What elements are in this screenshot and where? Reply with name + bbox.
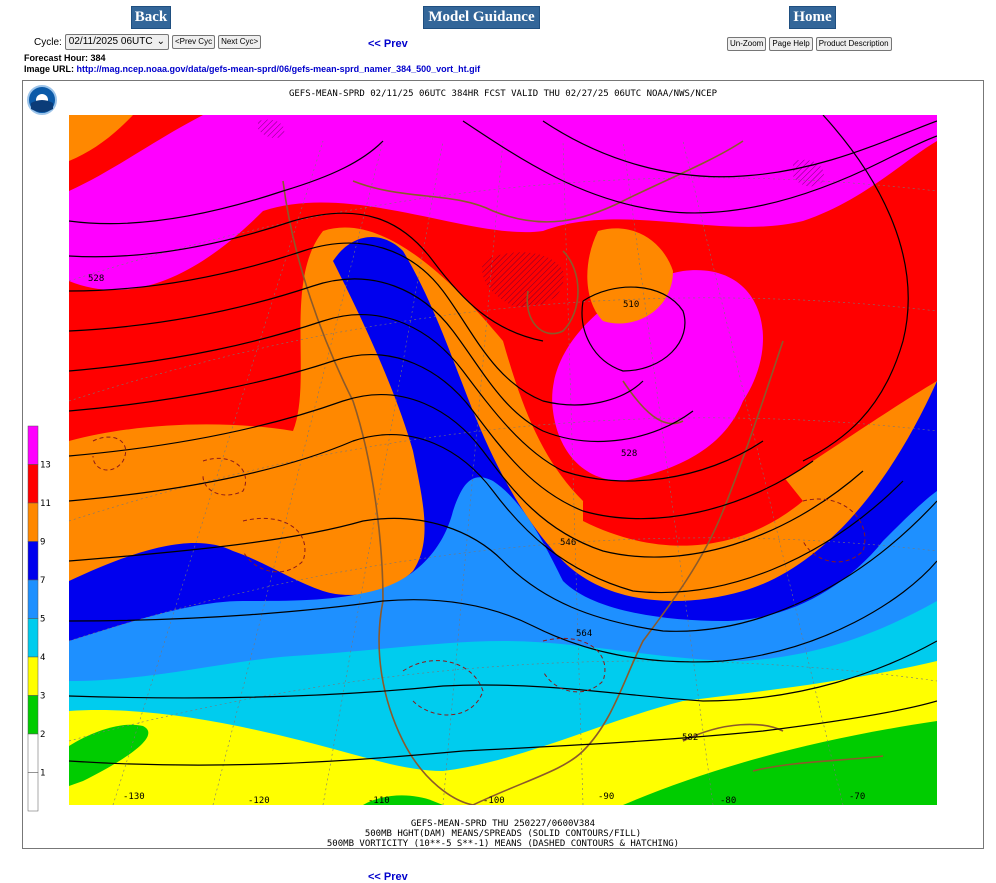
lon-label: -120 <box>248 796 270 806</box>
legend-swatch <box>27 656 39 696</box>
cycle-select-value: 02/11/2025 06UTC <box>68 36 153 47</box>
legend-swatch <box>27 425 39 465</box>
lon-label: -70 <box>849 792 865 802</box>
lon-label: -100 <box>483 796 505 806</box>
prev-link-top[interactable]: << Prev <box>368 38 408 50</box>
map-title: GEFS-MEAN-SPRD 02/11/25 06UTC 384HR FCST… <box>289 89 718 99</box>
contour-label: 564 <box>576 629 592 639</box>
footer-line: 500MB VORTICITY (10**-5 S**-1) MEANS (DA… <box>327 839 679 848</box>
legend-swatch <box>27 579 39 619</box>
unzoom-button[interactable]: Un-Zoom <box>727 37 767 51</box>
legend-label: 9 <box>40 538 45 548</box>
cycle-label: Cycle: <box>34 36 62 48</box>
legend-label: 7 <box>40 576 45 586</box>
map-field <box>69 115 937 805</box>
prev-link-bottom[interactable]: << Prev <box>368 871 408 883</box>
legend-label: 2 <box>40 730 45 740</box>
contour-label: 510 <box>623 300 639 310</box>
image-url-line: Image URL: http://mag.ncep.noaa.gov/data… <box>24 64 480 74</box>
map-footer: GEFS-MEAN-SPRD THU 250227/0600V384 500MB… <box>327 819 679 848</box>
lon-label: -130 <box>123 792 145 802</box>
noaa-logo <box>27 85 57 115</box>
longitude-labels: -130 -120 -110 -100 -90 -80 -70 <box>123 792 865 806</box>
contour-labels: 528 510 528 546 564 582 <box>88 274 698 743</box>
cycle-row: Cycle: 02/11/2025 06UTC ⌄ <Prev Cyc Next… <box>34 34 262 50</box>
home-button[interactable]: Home <box>789 6 836 29</box>
legend-swatch <box>27 733 39 773</box>
legend-swatch <box>27 772 39 812</box>
contour-label: 546 <box>560 538 576 548</box>
legend-swatch <box>27 502 39 542</box>
lon-label: -80 <box>720 796 736 806</box>
legend: 13 11 9 7 5 4 3 2 1 <box>27 425 51 812</box>
back-button[interactable]: Back <box>131 6 171 29</box>
legend-swatch <box>27 464 39 504</box>
legend-swatch <box>27 695 39 735</box>
legend-swatch <box>27 541 39 581</box>
forecast-map-image: GEFS-MEAN-SPRD 02/11/25 06UTC 384HR FCST… <box>22 80 984 849</box>
next-cycle-button[interactable]: Next Cyc> <box>218 35 262 49</box>
legend-swatch <box>27 618 39 658</box>
legend-label: 13 <box>40 461 51 471</box>
legend-label: 1 <box>40 769 45 779</box>
lon-label: -90 <box>598 792 614 802</box>
page-buttons: Un-Zoom Page Help Product Description <box>727 37 892 51</box>
cycle-select[interactable]: 02/11/2025 06UTC ⌄ <box>64 34 169 50</box>
prev-cycle-button[interactable]: <Prev Cyc <box>171 35 216 49</box>
contour-label: 582 <box>682 733 698 743</box>
image-url-label: Image URL: <box>24 64 75 74</box>
lon-label: -110 <box>368 796 390 806</box>
legend-label: 11 <box>40 499 51 509</box>
footer-line: GEFS-MEAN-SPRD THU 250227/0600V384 <box>411 819 595 829</box>
forecast-hour: Forecast Hour: 384 <box>24 53 106 63</box>
footer-line: 500MB HGHT(DAM) MEANS/SPREADS (SOLID CON… <box>365 829 641 839</box>
legend-label: 5 <box>40 615 45 625</box>
page-help-button[interactable]: Page Help <box>769 37 813 51</box>
contour-label: 528 <box>88 274 104 284</box>
contour-label: 528 <box>621 449 637 459</box>
product-description-button[interactable]: Product Description <box>815 37 892 51</box>
chevron-down-icon: ⌄ <box>156 36 165 47</box>
model-guidance-button[interactable]: Model Guidance <box>423 6 540 29</box>
legend-label: 3 <box>40 692 45 702</box>
legend-label: 4 <box>40 653 45 663</box>
image-url-link[interactable]: http://mag.ncep.noaa.gov/data/gefs-mean-… <box>76 64 481 74</box>
forecast-map: GEFS-MEAN-SPRD 02/11/25 06UTC 384HR FCST… <box>27 85 937 848</box>
